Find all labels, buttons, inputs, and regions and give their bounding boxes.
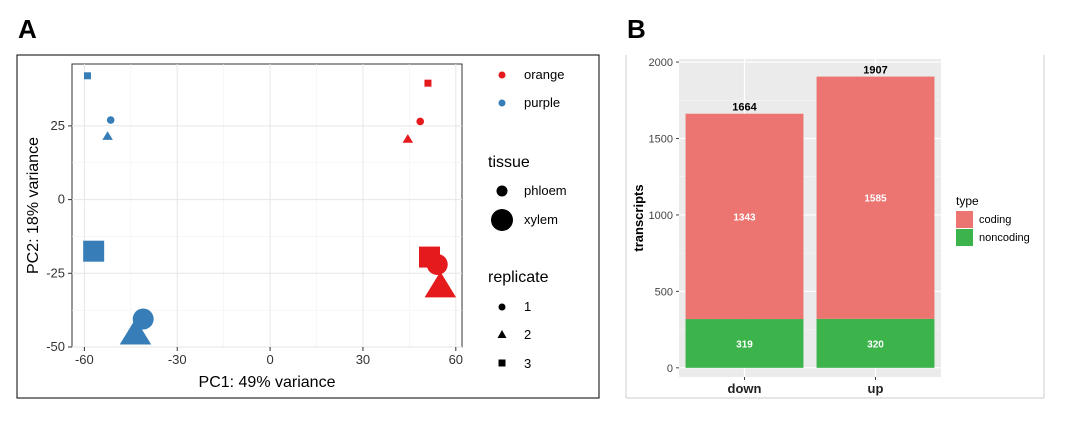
pca-gridlines [72, 64, 462, 348]
legend-purple-swatch [498, 99, 506, 107]
pca-point-orange-phloem-rep3 [424, 79, 432, 87]
bar-segment-coding-down [685, 113, 804, 320]
legend-xylem-label: xylem [524, 212, 558, 227]
pca-y-tick-label: 0 [58, 192, 65, 207]
pca-point-orange-phloem-rep2 [402, 134, 414, 143]
pca-x-tick-label: 0 [266, 352, 273, 367]
pca-ticks: -60 -30 0 30 60 -50 -25 0 25 [46, 118, 463, 367]
pca-y-tick-label: 25 [51, 118, 65, 133]
bar-y-tick-label: 1500 [649, 134, 673, 146]
bar-segment-coding-up [816, 76, 935, 319]
bar-y-axis-title: transcripts [631, 184, 646, 251]
bar-series: 319 1343 1664 320 1585 1907 [685, 65, 935, 368]
legend-tissue-title: tissue [488, 154, 530, 171]
bar-y-tick-label: 500 [655, 286, 673, 298]
pca-plot-area [71, 63, 463, 348]
pca-x-tick-label: -60 [75, 352, 94, 367]
bar-y-tick-label: 0 [667, 363, 673, 375]
panel-b-label: B [627, 14, 646, 44]
pca-point-purple-phloem-rep2 [102, 131, 113, 140]
legend-replicate-3-label: 3 [524, 356, 531, 371]
legend-phloem-label: phloem [524, 183, 567, 198]
bar-segment-label-coding-down: 1343 [733, 212, 756, 223]
legend-phloem-swatch [496, 185, 508, 197]
bar-legend-noncoding-label: noncoding [979, 232, 1030, 244]
pca-point-orange-xylem-rep1 [426, 253, 448, 275]
pca-point-orange-xylem-rep2 [424, 271, 457, 298]
pca-point-purple-xylem-rep2 [119, 318, 152, 345]
bar-total-label-down: 1664 [732, 102, 757, 114]
bar-ticks: 0 500 1000 1500 2000 down up [649, 57, 884, 396]
bar-segment-noncoding-down [685, 319, 804, 368]
legend-purple-label: purple [524, 95, 560, 110]
bar-segment-noncoding-up [816, 318, 935, 368]
legend-replicate-2-triangle-icon [497, 330, 507, 338]
pca-y-tick-label: -25 [46, 265, 65, 280]
legend-replicate-title: replicate [488, 269, 549, 286]
pca-scatter-plot: -60 -30 0 30 60 -50 -25 0 25 PC1: 49% variance P… [25, 63, 463, 391]
pca-x-axis-title: PC1: 49% variance [199, 374, 336, 391]
pca-points [83, 72, 457, 345]
pca-y-tick-label: -50 [46, 339, 65, 354]
bar-y-tick-label: 2000 [649, 57, 673, 69]
bar-segment-label-noncoding-down: 319 [736, 339, 753, 350]
pca-x-tick-label: 30 [356, 352, 370, 367]
bar-legend-coding-label: coding [979, 214, 1011, 226]
bar-legend-noncoding-swatch [956, 229, 973, 246]
bar-total-label-up: 1907 [863, 65, 887, 77]
legend-replicate-3-square-icon [498, 359, 506, 367]
pca-point-purple-phloem-rep1 [106, 116, 115, 124]
bar-y-tick-label: 1000 [649, 210, 673, 222]
bar-category-label-up: up [868, 381, 884, 396]
legend-replicate-2-label: 2 [524, 327, 531, 342]
pca-point-orange-phloem-rep1 [416, 117, 425, 126]
bar-legend-coding-swatch [956, 211, 973, 228]
legend-orange-label: orange [524, 67, 564, 82]
bar-segment-label-noncoding-up: 320 [867, 339, 884, 350]
bar-category-label-down: down [728, 381, 762, 396]
pca-point-purple-phloem-rep3 [83, 72, 91, 80]
bar-legend: type coding noncoding [956, 194, 1030, 246]
legend-xylem-swatch [491, 209, 513, 231]
panel-a-label: A [18, 14, 37, 44]
pca-x-tick-label: 60 [449, 352, 463, 367]
legend-orange-swatch [498, 71, 506, 79]
legend-replicate-1-label: 1 [524, 299, 531, 314]
pca-point-purple-xylem-rep3 [83, 240, 105, 262]
bar-legend-title: type [956, 194, 979, 208]
legend-replicate-1-circle-icon [498, 303, 506, 311]
stacked-bar-chart: 0 500 1000 1500 2000 down up 319 1343 1664 320 158… [631, 57, 941, 396]
pca-x-tick-label: -30 [168, 352, 187, 367]
pca-legend: orange purple tissue phloem xylem replic… [488, 67, 567, 371]
bar-segment-label-coding-up: 1585 [864, 194, 887, 205]
pca-y-axis-title: PC2: 18% variance [25, 137, 42, 274]
